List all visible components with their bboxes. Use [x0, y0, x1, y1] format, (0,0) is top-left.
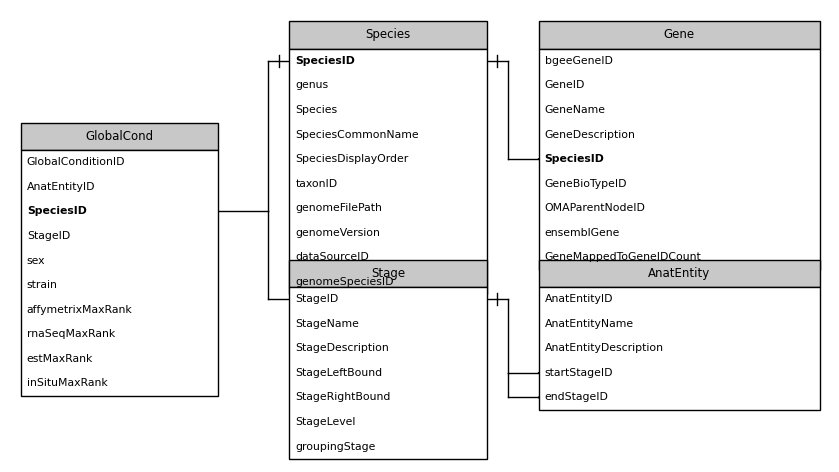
Bar — [289, 21, 487, 49]
Text: Species: Species — [366, 28, 410, 42]
Text: groupingStage: groupingStage — [295, 441, 376, 452]
Text: genomeFilePath: genomeFilePath — [295, 203, 383, 213]
Text: OMAParentNodeID: OMAParentNodeID — [545, 203, 645, 213]
Text: SpeciesID: SpeciesID — [27, 206, 86, 217]
Text: GlobalConditionID: GlobalConditionID — [27, 157, 125, 168]
Text: StageLeftBound: StageLeftBound — [295, 368, 383, 378]
Text: affymetrixMaxRank: affymetrixMaxRank — [27, 304, 133, 315]
Text: StageDescription: StageDescription — [295, 343, 389, 354]
Text: bgeeGeneID: bgeeGeneID — [545, 56, 612, 66]
Text: Species: Species — [295, 105, 337, 115]
Text: SpeciesID: SpeciesID — [295, 56, 355, 66]
Text: SpeciesID: SpeciesID — [545, 154, 604, 164]
Text: startStageID: startStageID — [545, 368, 613, 378]
Text: GeneMappedToGeneIDCount: GeneMappedToGeneIDCount — [545, 252, 701, 262]
Text: rnaSeqMaxRank: rnaSeqMaxRank — [27, 329, 115, 339]
Text: AnatEntity: AnatEntity — [648, 267, 711, 280]
Text: StageLevel: StageLevel — [295, 417, 356, 427]
Text: endStageID: endStageID — [545, 392, 608, 403]
Bar — [21, 123, 218, 150]
Bar — [539, 49, 820, 270]
Bar — [289, 260, 487, 287]
Text: genus: genus — [295, 80, 328, 91]
Text: estMaxRank: estMaxRank — [27, 354, 93, 364]
Bar — [539, 21, 820, 49]
Text: taxonID: taxonID — [295, 178, 337, 189]
Text: GeneID: GeneID — [545, 80, 585, 91]
Text: SpeciesDisplayOrder: SpeciesDisplayOrder — [295, 154, 409, 164]
Text: sex: sex — [27, 255, 45, 266]
Text: Stage: Stage — [371, 267, 405, 280]
Text: genomeSpeciesID: genomeSpeciesID — [295, 277, 393, 287]
Bar — [539, 287, 820, 410]
Text: dataSourceID: dataSourceID — [295, 252, 369, 262]
Text: GlobalCond: GlobalCond — [86, 130, 154, 143]
Text: StageID: StageID — [295, 294, 339, 304]
Text: AnatEntityName: AnatEntityName — [545, 319, 633, 329]
Text: AnatEntityDescription: AnatEntityDescription — [545, 343, 664, 354]
Text: StageID: StageID — [27, 231, 70, 241]
Bar — [539, 260, 820, 287]
Text: SpeciesCommonName: SpeciesCommonName — [295, 129, 419, 140]
Text: ensemblGene: ensemblGene — [545, 228, 620, 238]
Bar — [21, 150, 218, 396]
Text: Gene: Gene — [664, 28, 695, 42]
Text: strain: strain — [27, 280, 58, 290]
Text: GeneBioTypeID: GeneBioTypeID — [545, 178, 627, 189]
Text: genomeVersion: genomeVersion — [295, 228, 380, 238]
Text: AnatEntityID: AnatEntityID — [545, 294, 613, 304]
Text: AnatEntityID: AnatEntityID — [27, 182, 96, 192]
Bar — [289, 49, 487, 294]
Text: GeneName: GeneName — [545, 105, 606, 115]
Text: GeneDescription: GeneDescription — [545, 129, 635, 140]
Text: StageName: StageName — [295, 319, 359, 329]
Text: inSituMaxRank: inSituMaxRank — [27, 378, 107, 388]
Bar — [289, 287, 487, 459]
Text: StageRightBound: StageRightBound — [295, 392, 391, 403]
